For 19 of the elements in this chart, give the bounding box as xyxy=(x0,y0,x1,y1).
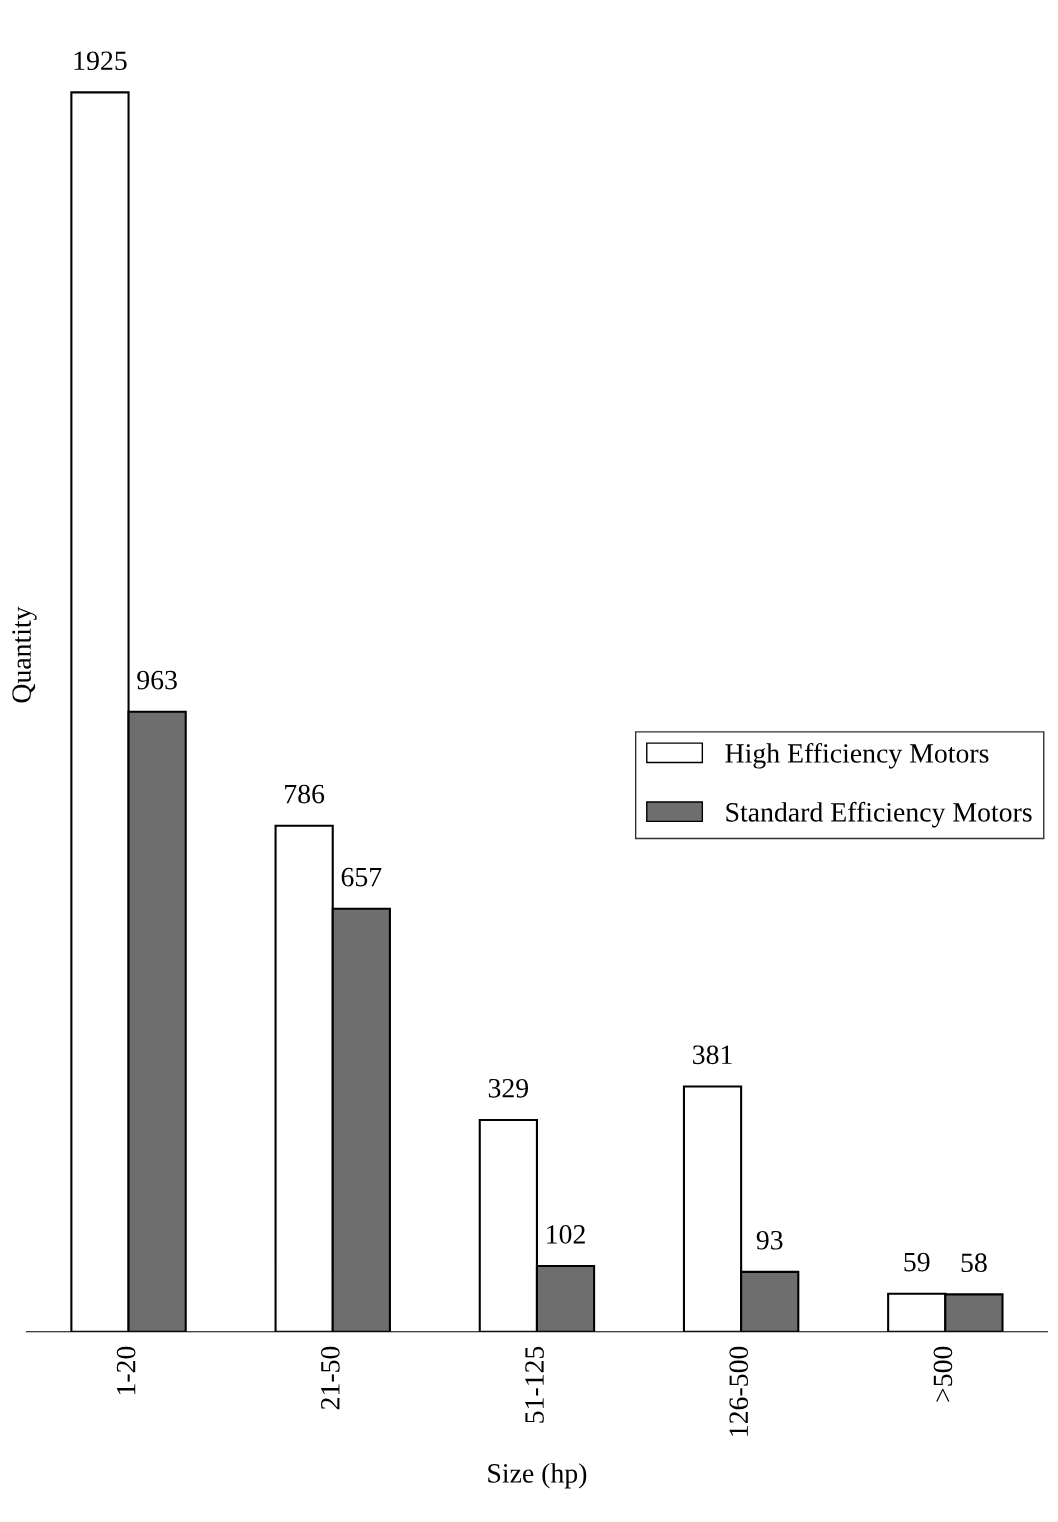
x-tick-label: 126-500 xyxy=(729,1346,749,1436)
data-label: 657 xyxy=(341,867,382,887)
y-axis-title: Quantity xyxy=(12,606,37,703)
x-axis-title: Size (hp) xyxy=(488,1463,587,1489)
legend-label: Standard Efficiency Motors xyxy=(726,801,1032,828)
data-label: 963 xyxy=(137,670,177,690)
x-tick-label: 1-20 xyxy=(116,1346,136,1395)
data-label: 93 xyxy=(756,1230,783,1250)
data-label: 102 xyxy=(547,1225,585,1244)
data-label: 329 xyxy=(488,1078,529,1098)
data-label: 381 xyxy=(693,1045,732,1065)
data-label: 59 xyxy=(904,1252,930,1272)
data-label: 1925 xyxy=(74,51,127,71)
legend-label: High Efficiency Motors xyxy=(725,742,989,769)
data-label: 786 xyxy=(285,784,325,804)
x-tick-label: 51-125 xyxy=(525,1346,544,1423)
data-label: 58 xyxy=(961,1253,987,1273)
x-tick-label: 21-50 xyxy=(320,1346,340,1410)
x-tick-label: >500 xyxy=(933,1346,953,1402)
